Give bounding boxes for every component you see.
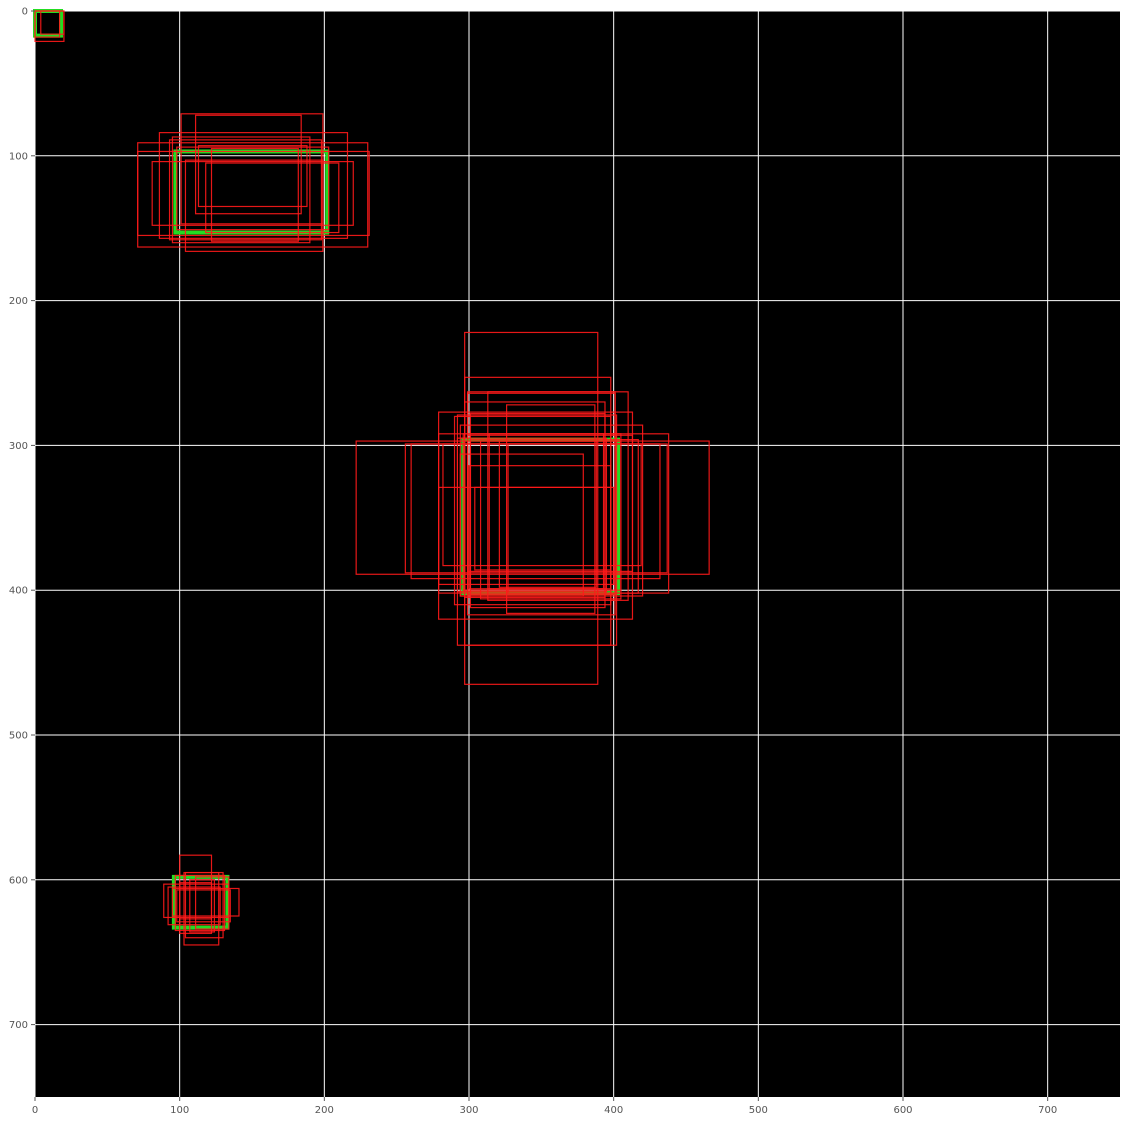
predicted-box (167, 886, 221, 926)
y-tick-label: 500 (9, 731, 28, 742)
x-tick-label: 0 (32, 1105, 38, 1116)
y-tick-label: 700 (9, 1020, 28, 1031)
predicted-box (174, 874, 226, 932)
predicted-box (176, 146, 330, 231)
x-tick-label: 100 (170, 1105, 189, 1116)
predicted-box (158, 132, 349, 239)
y-tick-label: 600 (9, 875, 28, 886)
predicted-box (171, 887, 240, 917)
predicted-boxes (34, 10, 710, 946)
y-tick-label: 100 (9, 151, 28, 162)
y-tick-label: 400 (9, 586, 28, 597)
predicted-box (210, 147, 299, 242)
predicted-box (197, 145, 308, 208)
y-tick-label: 300 (9, 441, 28, 452)
predicted-box (184, 159, 324, 252)
predicted-box (474, 486, 612, 571)
predicted-box (469, 412, 606, 609)
predicted-box (487, 391, 629, 601)
plot-area (35, 11, 1120, 1097)
predicted-box (506, 404, 596, 614)
x-tick-label: 300 (459, 1105, 478, 1116)
predicted-box (168, 139, 323, 241)
axes: 0 100 200 300 400 500 600 700 0 100 200 300 400 500 60… (9, 7, 1057, 1117)
y-tick-label: 200 (9, 296, 28, 307)
x-tick-label: 700 (1038, 1105, 1057, 1116)
predicted-box (40, 10, 65, 35)
predicted-box (507, 443, 616, 594)
y-tick-label: 0 (22, 7, 28, 18)
predicted-box (151, 160, 354, 226)
predicted-box (205, 162, 340, 234)
x-tick-label: 500 (749, 1105, 768, 1116)
predicted-box (171, 136, 311, 244)
predicted-box (459, 424, 644, 597)
predicted-box (456, 437, 608, 593)
predicted-box (184, 871, 224, 939)
predicted-box (189, 879, 215, 933)
predicted-box (137, 150, 370, 237)
predicted-box (176, 889, 231, 923)
predicted-box (194, 876, 230, 930)
predicted-box (466, 434, 634, 572)
x-tick-label: 400 (604, 1105, 623, 1116)
predicted-box (498, 440, 597, 588)
x-tick-label: 200 (315, 1105, 334, 1116)
predicted-box (194, 114, 302, 215)
x-tick-label: 600 (893, 1105, 912, 1116)
